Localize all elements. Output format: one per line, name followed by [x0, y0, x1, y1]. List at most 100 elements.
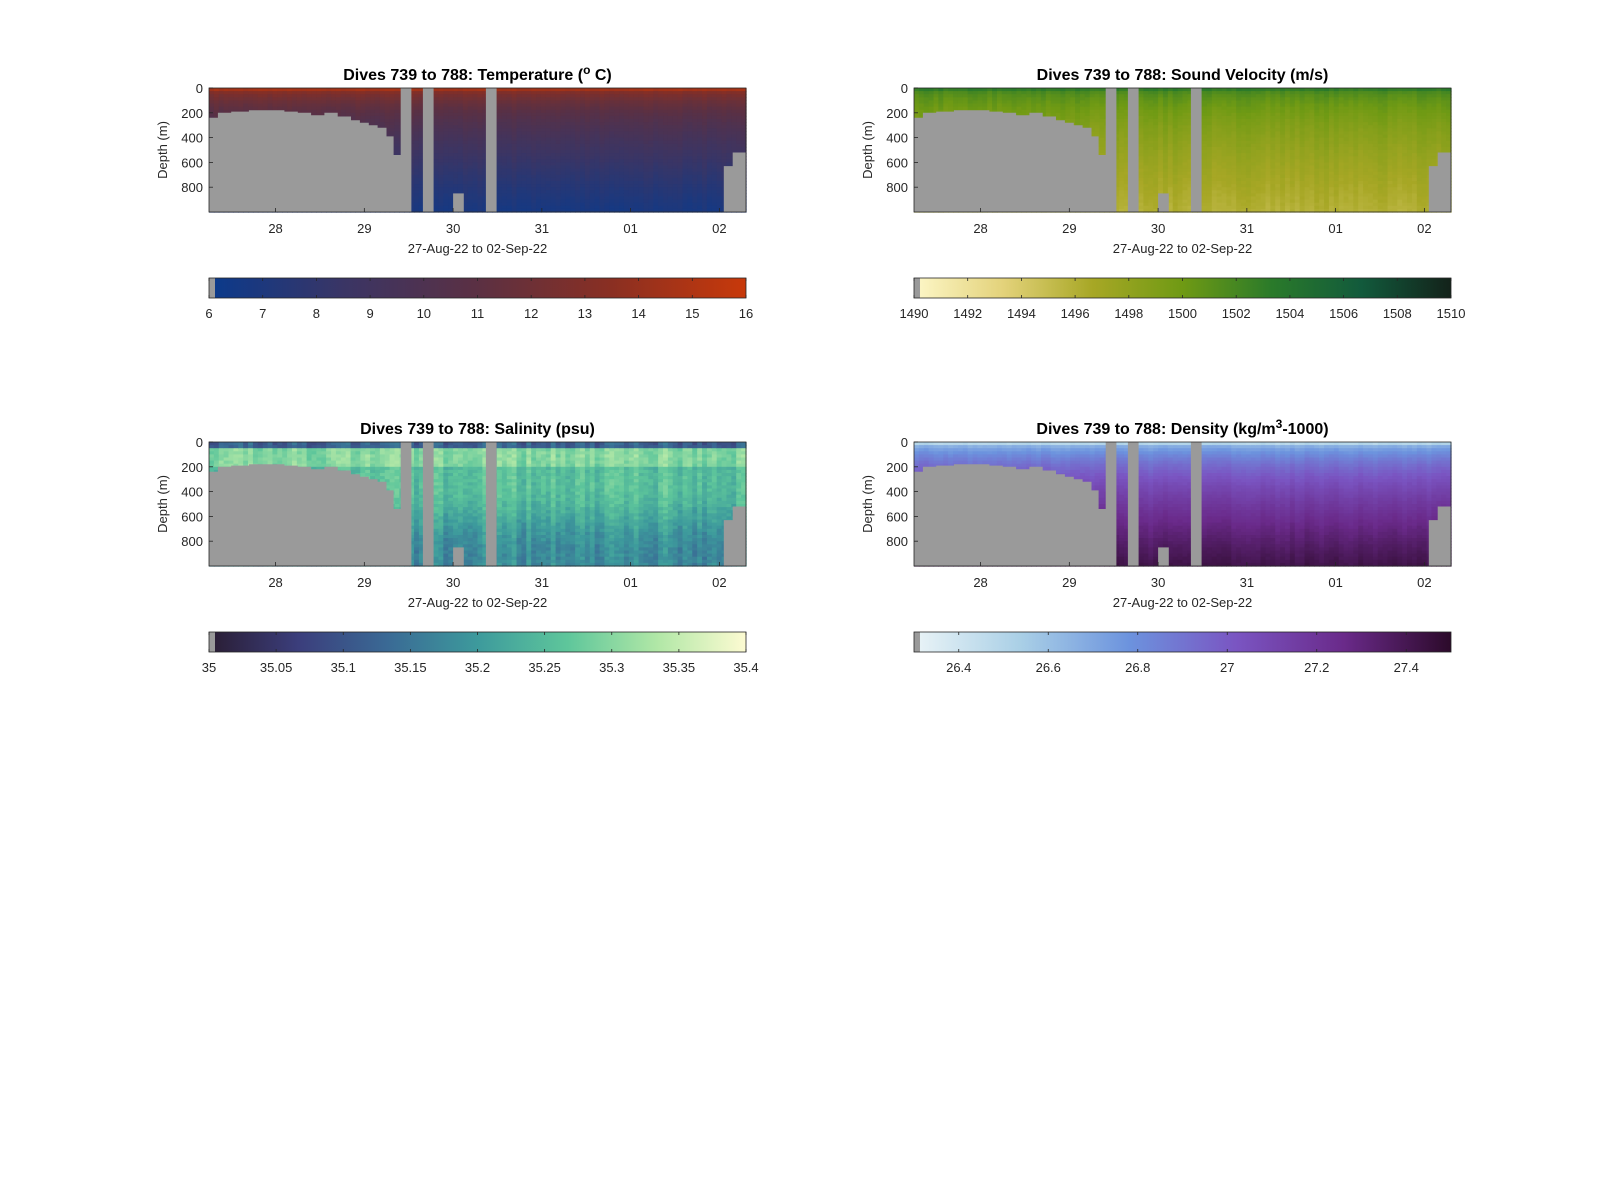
colorbar: 1490 1492 1494 1496 1498 1500 1502 1504 1506 1508…	[900, 277, 1466, 321]
colorbar-tick-label: 27.2	[1304, 660, 1329, 675]
x-tick-label: 30	[1151, 221, 1165, 236]
x-tick-label: 31	[1240, 575, 1254, 590]
x-tick-label: 02	[712, 575, 726, 590]
chart-title-main: Dives 739 to 788: Density (kg/m	[1036, 421, 1275, 438]
colorbar-tick-label: 1490	[900, 306, 929, 321]
chart-panel-2: Dives 739 to 788: Sound Velocity (m/s)02…	[860, 67, 1465, 321]
colorbar-tick-label: 1508	[1383, 306, 1412, 321]
y-tick-label: 800	[181, 534, 203, 549]
chart-panel-3: Dives 739 to 788: Salinity (psu) 0 200 400 6…	[155, 421, 759, 675]
x-tick-label: 31	[535, 575, 549, 590]
y-tick-label: 600	[181, 155, 203, 170]
colorbar-gradient	[914, 632, 1451, 652]
y-axis-label: Depth (m)	[155, 121, 170, 179]
colorbar-tick-label: 1496	[1061, 306, 1090, 321]
chart-title: Dives 739 to 788: Temperature (o C)	[343, 63, 611, 84]
colorbar-gradient	[914, 278, 1451, 298]
colorbar-tick-label: 14	[631, 306, 645, 321]
plot-frame	[208, 87, 747, 213]
y-tick-label: 400	[886, 485, 908, 500]
y-tick-label: 0	[196, 435, 203, 450]
x-tick-label: 29	[357, 221, 371, 236]
y-tick-label: 400	[886, 131, 908, 146]
colorbar-tick-label: 26.6	[1036, 660, 1061, 675]
colorbar-nodata-swatch	[914, 278, 920, 298]
colorbar-tick-label: 8	[313, 306, 320, 321]
x-tick-label: 02	[1417, 221, 1431, 236]
x-tick-label: 01	[1328, 221, 1342, 236]
y-tick-label: 400	[181, 485, 203, 500]
x-tick-label: 31	[1240, 221, 1254, 236]
no-data-mask	[914, 442, 1451, 567]
x-tick-label: 02	[712, 221, 726, 236]
chart-title-main: Dives 739 to 788: Salinity (psu)	[360, 421, 595, 438]
no-data-mask	[209, 88, 746, 213]
x-tick-label: 28	[973, 575, 987, 590]
x-tick-label: 28	[268, 575, 282, 590]
colorbar-tick-label: 1510	[1437, 306, 1466, 321]
colorbar: 26.4 26.6 26.8 27 27.2 27.4	[913, 631, 1452, 675]
y-tick-label: 600	[886, 509, 908, 524]
y-tick-label: 200	[886, 460, 908, 475]
x-tick-label: 28	[973, 221, 987, 236]
y-tick-label: 0	[901, 81, 908, 96]
chart-title: Dives 739 to 788: Salinity (psu)	[360, 421, 595, 438]
colorbar-tick-label: 35.4	[733, 660, 758, 675]
chart-title-main: Dives 739 to 788: Temperature (	[343, 67, 583, 84]
chart-title-tail: -1000)	[1282, 421, 1328, 438]
y-tick-label: 600	[886, 155, 908, 170]
chart-title: Dives 739 to 788: Density (kg/m3-1000)	[1036, 417, 1328, 438]
x-tick-label: 30	[446, 575, 460, 590]
y-tick-label: 0	[901, 435, 908, 450]
x-axis-label: 27-Aug-22 to 02-Sep-22	[408, 595, 547, 610]
colorbar-gradient	[209, 632, 746, 652]
colorbar-tick-label: 35.35	[663, 660, 696, 675]
x-tick-label: 01	[623, 575, 637, 590]
chart-title-sup: 3	[1276, 417, 1283, 431]
x-tick-label: 29	[357, 575, 371, 590]
x-axis-label: 27-Aug-22 to 02-Sep-22	[1113, 595, 1252, 610]
y-axis-label: Depth (m)	[860, 475, 875, 533]
y-tick-label: 200	[181, 460, 203, 475]
x-axis-label: 27-Aug-22 to 02-Sep-22	[1113, 241, 1252, 256]
colorbar-tick-label: 1500	[1168, 306, 1197, 321]
y-tick-label: 200	[181, 106, 203, 121]
y-tick-label: 0	[196, 81, 203, 96]
no-data-mask	[209, 442, 746, 567]
colorbar-tick-label: 10	[417, 306, 431, 321]
x-tick-label: 01	[623, 221, 637, 236]
colorbar-tick-label: 1494	[1007, 306, 1036, 321]
chart-panel-4: Dives 739 to 788: Density (kg/m3-1000)02…	[860, 417, 1452, 675]
colorbar-nodata-swatch	[209, 632, 215, 652]
y-tick-label: 800	[181, 180, 203, 195]
chart-title-main: Dives 739 to 788: Sound Velocity (m/s)	[1037, 67, 1329, 84]
x-tick-label: 30	[1151, 575, 1165, 590]
colorbar-tick-label: 1502	[1222, 306, 1251, 321]
x-tick-label: 02	[1417, 575, 1431, 590]
colorbar-tick-label: 12	[524, 306, 538, 321]
chart-title-sup: o	[583, 63, 590, 77]
colorbar-tick-label: 35	[202, 660, 216, 675]
colorbar-tick-label: 35.05	[260, 660, 293, 675]
colorbar-tick-label: 35.2	[465, 660, 490, 675]
plot-frame	[913, 441, 1452, 567]
x-tick-label: 30	[446, 221, 460, 236]
colorbar-tick-label: 35.15	[394, 660, 427, 675]
chart-title: Dives 739 to 788: Sound Velocity (m/s)	[1037, 67, 1329, 84]
chart-panel-1: Dives 739 to 788: Temperature (o C) 0 200 4…	[155, 63, 753, 321]
y-tick-label: 600	[181, 509, 203, 524]
x-tick-label: 01	[1328, 575, 1342, 590]
colorbar: 6 7 8 9 10 11 12 13 14 15 16	[205, 277, 753, 321]
colorbar-gradient	[209, 278, 746, 298]
colorbar-tick-label: 1492	[953, 306, 982, 321]
colorbar-tick-label: 27	[1220, 660, 1234, 675]
colorbar-tick-label: 27.4	[1394, 660, 1419, 675]
colorbar-tick-label: 1504	[1275, 306, 1304, 321]
colorbar-tick-label: 13	[578, 306, 592, 321]
colorbar-tick-label: 15	[685, 306, 699, 321]
colorbar-tick-label: 7	[259, 306, 266, 321]
colorbar: 35 35.05 35.1 35.15 35.2 35.25 35.3 35.35 35.4	[202, 631, 759, 675]
colorbar-tick-label: 16	[739, 306, 753, 321]
y-tick-label: 200	[886, 106, 908, 121]
colorbar-tick-label: 9	[366, 306, 373, 321]
